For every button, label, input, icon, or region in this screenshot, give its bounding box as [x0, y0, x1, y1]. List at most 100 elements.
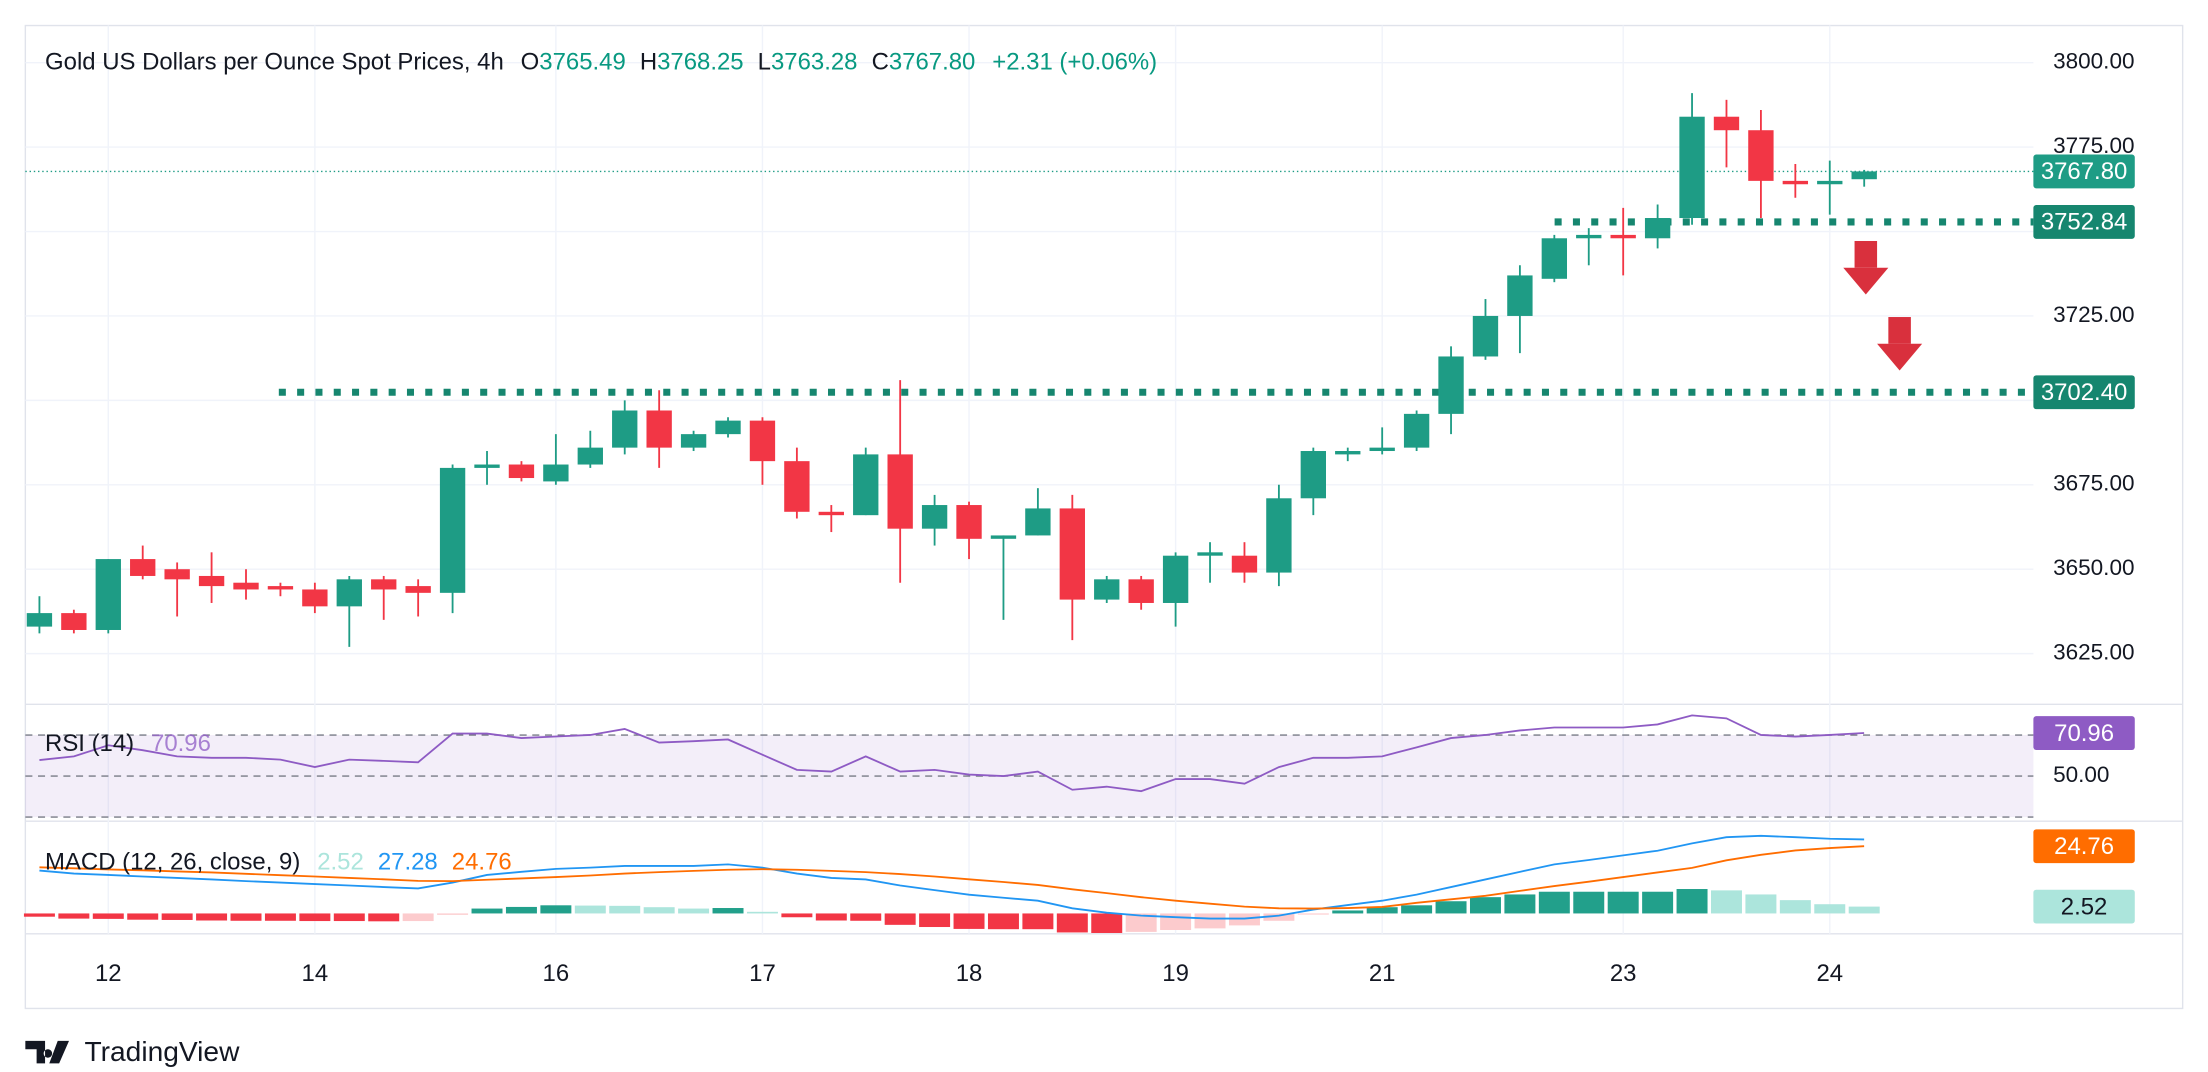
candle-body [1094, 579, 1120, 600]
macd-header: MACD (12, 26, close, 9) 2.52 27.28 24.76 [45, 849, 512, 876]
macd-histogram-bar [1607, 891, 1639, 914]
macd-histogram-bar [1504, 894, 1536, 914]
macd-histogram-bar [643, 907, 675, 914]
y-tick-label: 3625.00 [2053, 640, 2134, 665]
macd-histogram-bar [1091, 913, 1123, 933]
x-tick-label: 19 [1162, 960, 1189, 987]
candle-body [405, 586, 431, 593]
candle-body [26, 613, 53, 627]
candle-body [577, 447, 603, 465]
candle-body [680, 434, 707, 448]
y-tick-label: 3650.00 [2053, 555, 2134, 580]
candle-body [164, 569, 190, 580]
ohlc-key: C [872, 49, 889, 76]
ohlc-key: H [640, 49, 657, 76]
candle-body [371, 579, 397, 590]
candle-body [198, 575, 225, 587]
candle-body [784, 461, 810, 512]
macd-histogram-bar [1056, 913, 1088, 933]
signal-tag: 24.76 [2054, 833, 2114, 860]
last-price-tag: 3767.80 [2041, 158, 2127, 185]
macd-histogram-bar [23, 913, 55, 917]
candle-body [1713, 116, 1740, 131]
macd-histogram-bar [884, 913, 916, 925]
candle-body [1644, 218, 1671, 239]
macd-histogram-bar [264, 913, 296, 921]
macd-histogram-bar [1435, 901, 1467, 914]
last-price-tag-box [2033, 154, 2135, 189]
marks-layer [23, 93, 1880, 933]
candle-body [1059, 508, 1085, 600]
macd-histogram-bar [574, 905, 606, 914]
candle-body [1782, 180, 1809, 185]
candle-body [1438, 356, 1464, 414]
ohlc-value: 3765.49 [539, 49, 625, 76]
x-tick-label: 21 [1369, 960, 1396, 987]
macd-histogram-bar [1366, 907, 1398, 914]
candle-body [474, 464, 500, 468]
candle-body [1507, 275, 1533, 316]
candle-body [1335, 451, 1361, 455]
macd-histogram-bar [609, 905, 641, 914]
candle-body [130, 559, 156, 576]
logo-text: TradingView [84, 1036, 240, 1067]
candle-body [1817, 180, 1843, 185]
y-tick-label: 3775.00 [2053, 133, 2134, 158]
signal-value: 24.76 [452, 849, 512, 876]
text-layer: 12 14 16 17 18 19 21 23 24 3625.00 3650.00 3675.00 3… [45, 49, 2135, 987]
candle-body [543, 464, 569, 482]
candle-body [1231, 555, 1258, 573]
x-tick-label: 18 [956, 960, 983, 987]
macd-histogram-bar [815, 913, 847, 921]
macd-histogram-bar [1538, 891, 1570, 914]
x-tick-label: 12 [95, 960, 122, 987]
rsi-tag: 70.96 [2054, 720, 2114, 747]
macd-histogram-bar [1710, 890, 1742, 914]
chart-title: Gold US Dollars per Ounce Spot Prices, 4… [45, 49, 504, 76]
level-tag: 3702.40 [2041, 379, 2127, 406]
grid-layer [25, 25, 2034, 934]
macd-histogram-bar [161, 913, 193, 920]
level-tag: 3752.84 [2041, 209, 2127, 236]
candle-body [1679, 116, 1705, 219]
ohlc-key: L [758, 49, 771, 76]
rsi-header: RSI (14) 70.96 [45, 730, 211, 757]
macd-histogram-bar [1022, 913, 1054, 930]
macd-histogram-bar [712, 908, 744, 914]
candle-body [1610, 234, 1636, 239]
signal-tag-box [2033, 829, 2135, 864]
level-tag-box [2033, 375, 2135, 410]
candle-body [302, 589, 328, 607]
candle-body [233, 582, 259, 590]
candle-body [95, 559, 121, 630]
macd-histogram-bar [333, 913, 365, 922]
down-arrow [1843, 240, 1889, 295]
macd-histogram-bar [1642, 891, 1674, 914]
macd-histogram-bar [127, 913, 159, 920]
rsi-line [39, 714, 1865, 793]
macd-histogram-bar [919, 913, 951, 928]
candle-body [336, 579, 362, 607]
macd-histogram-bar [299, 913, 331, 922]
histogram-tag: 2.52 [2061, 893, 2108, 920]
macd-name: MACD (12, 26, close, 9) [45, 849, 300, 876]
candle-body [1403, 413, 1430, 448]
chart-header: Gold US Dollars per Ounce Spot Prices, 4… [45, 49, 1157, 76]
y-tick-label: 3725.00 [2053, 302, 2134, 327]
x-tick-label: 23 [1610, 960, 1637, 987]
candle-body [1369, 447, 1395, 452]
macd-histogram-bar [1745, 894, 1777, 914]
candle-body [749, 420, 776, 462]
macd-histogram-bar [471, 908, 503, 914]
price-change: +2.31 (+0.06%) [992, 49, 1157, 76]
candle-body [715, 420, 741, 435]
candle-body [1541, 238, 1568, 279]
candle-body [1197, 552, 1223, 556]
macd-histogram-bar [368, 913, 400, 922]
ohlc-value: 3767.80 [889, 49, 975, 76]
x-tick-label: 17 [749, 960, 776, 987]
x-tick-label: 16 [543, 960, 570, 987]
candle-body [1472, 315, 1499, 357]
macd-histogram-bar [1263, 913, 1295, 921]
candle-body [508, 464, 535, 479]
